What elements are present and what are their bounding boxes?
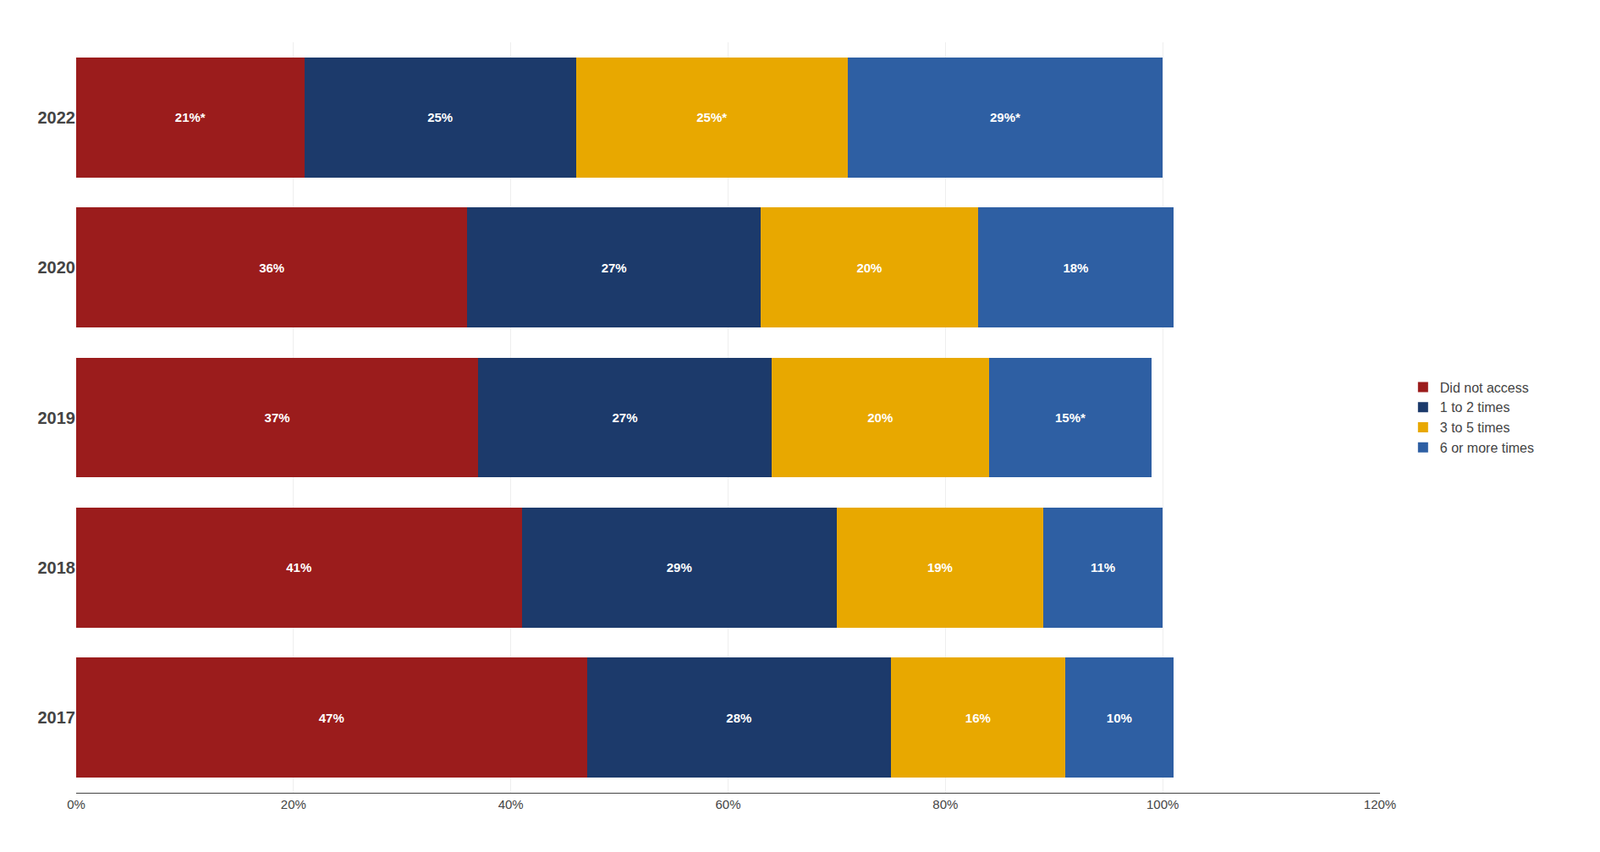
svg-text:2022: 2022 — [38, 108, 77, 127]
svg-text:100%: 100% — [1146, 797, 1179, 812]
svg-text:36%: 36% — [258, 260, 285, 275]
svg-text:2017: 2017 — [38, 708, 77, 727]
svg-text:27%: 27% — [611, 410, 638, 425]
svg-text:25%*: 25%* — [696, 109, 727, 125]
svg-text:41%: 41% — [285, 560, 312, 575]
svg-text:11%: 11% — [1090, 560, 1116, 575]
svg-text:29%*: 29%* — [989, 109, 1021, 125]
svg-text:47%: 47% — [318, 710, 345, 726]
svg-text:19%: 19% — [927, 560, 953, 575]
svg-text:10%: 10% — [1106, 710, 1133, 726]
svg-text:27%: 27% — [601, 260, 627, 275]
svg-text:6 or more times: 6 or more times — [1440, 440, 1535, 456]
svg-text:40%: 40% — [498, 797, 524, 812]
svg-text:120%: 120% — [1363, 797, 1397, 812]
svg-text:80%: 80% — [932, 797, 958, 812]
svg-text:1 to 2 times: 1 to 2 times — [1440, 400, 1511, 415]
svg-text:15%*: 15%* — [1055, 410, 1086, 425]
svg-text:2018: 2018 — [38, 558, 77, 578]
svg-text:18%: 18% — [1062, 260, 1089, 275]
svg-text:2019: 2019 — [38, 408, 77, 428]
svg-text:60%: 60% — [714, 797, 741, 812]
svg-text:3 to 5 times: 3 to 5 times — [1440, 420, 1511, 435]
svg-text:2020: 2020 — [38, 258, 77, 277]
svg-text:20%: 20% — [280, 797, 307, 812]
svg-text:16%: 16% — [965, 710, 991, 726]
svg-text:28%: 28% — [725, 710, 752, 726]
svg-text:20%: 20% — [867, 410, 893, 425]
svg-text:Did not access: Did not access — [1440, 380, 1529, 396]
svg-text:21%*: 21%* — [175, 109, 206, 125]
svg-text:0%: 0% — [66, 797, 86, 812]
svg-text:20%: 20% — [856, 260, 882, 275]
svg-text:37%: 37% — [264, 410, 291, 425]
svg-text:29%: 29% — [666, 560, 693, 575]
svg-text:25%: 25% — [427, 109, 453, 125]
